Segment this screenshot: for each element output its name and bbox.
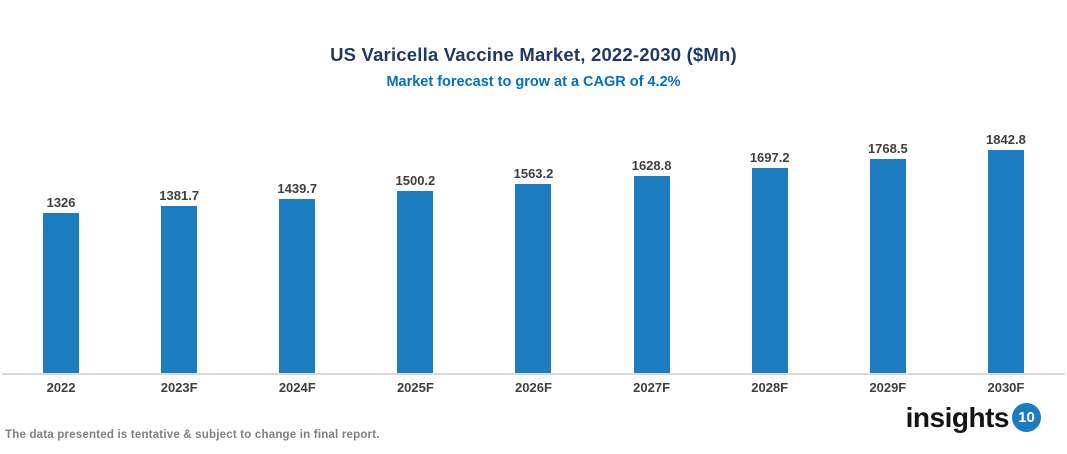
bar bbox=[397, 191, 434, 373]
bar-column: 1628.8 bbox=[593, 110, 711, 373]
chart-title: US Varicella Vaccine Market, 2022-2030 (… bbox=[330, 44, 737, 65]
bar bbox=[751, 168, 788, 373]
x-axis-label: 2029F bbox=[869, 380, 907, 395]
disclaimer-note: The data presented is tentative & subjec… bbox=[5, 429, 380, 441]
plot-area: 1326 1381.7 1439.7 1500.2 1563.2 1628.8 1697.2… bbox=[2, 110, 1065, 375]
x-axis-label: 2028F bbox=[751, 380, 789, 395]
x-axis-label: 2024F bbox=[278, 380, 316, 395]
x-axis-label: 2023F bbox=[160, 380, 198, 395]
bar bbox=[161, 206, 198, 373]
insights10-logo: insights 10 bbox=[906, 403, 1041, 432]
bar-value-label: 1628.8 bbox=[631, 158, 672, 173]
bar bbox=[869, 159, 906, 373]
logo-text: insights bbox=[905, 401, 1010, 433]
bar-column: 1381.7 bbox=[120, 110, 238, 373]
x-axis-label: 2027F bbox=[633, 380, 671, 395]
bar bbox=[515, 184, 552, 373]
bar-value-label: 1381.7 bbox=[159, 188, 200, 203]
x-axis-label: 2022 bbox=[46, 380, 76, 395]
bar-value-label: 1697.2 bbox=[749, 150, 790, 165]
bar-value-label: 1842.8 bbox=[986, 132, 1026, 147]
logo-badge-10: 10 bbox=[1012, 403, 1041, 432]
bar-column: 1768.5 bbox=[829, 110, 947, 373]
x-axis-label: 2026F bbox=[515, 380, 552, 395]
bar-column: 1563.2 bbox=[474, 110, 592, 373]
x-axis-labels: 2022 2023F 2024F 2025F 2026F 2027F 2028F 2029F 2… bbox=[2, 380, 1065, 395]
bar-column: 1439.7 bbox=[238, 110, 356, 373]
bar bbox=[279, 199, 316, 373]
bar-value-label: 1500.2 bbox=[395, 173, 436, 188]
bar bbox=[987, 150, 1024, 373]
bar-column: 1500.2 bbox=[356, 110, 474, 373]
bar-column: 1842.8 bbox=[947, 110, 1065, 373]
x-axis-label: 2030F bbox=[987, 380, 1025, 395]
bar bbox=[633, 176, 670, 373]
x-axis-label: 2025F bbox=[396, 380, 434, 395]
bar-value-label: 1563.2 bbox=[513, 166, 554, 181]
bar-column: 1697.2 bbox=[711, 110, 829, 373]
bar-value-label: 1439.7 bbox=[277, 181, 318, 196]
bar-value-label: 1326 bbox=[46, 195, 76, 210]
bar-column: 1326 bbox=[2, 110, 120, 373]
chart-subtitle: Market forecast to grow at a CAGR of 4.2… bbox=[386, 74, 681, 90]
bar-value-label: 1768.5 bbox=[867, 141, 908, 156]
bar bbox=[43, 213, 80, 373]
